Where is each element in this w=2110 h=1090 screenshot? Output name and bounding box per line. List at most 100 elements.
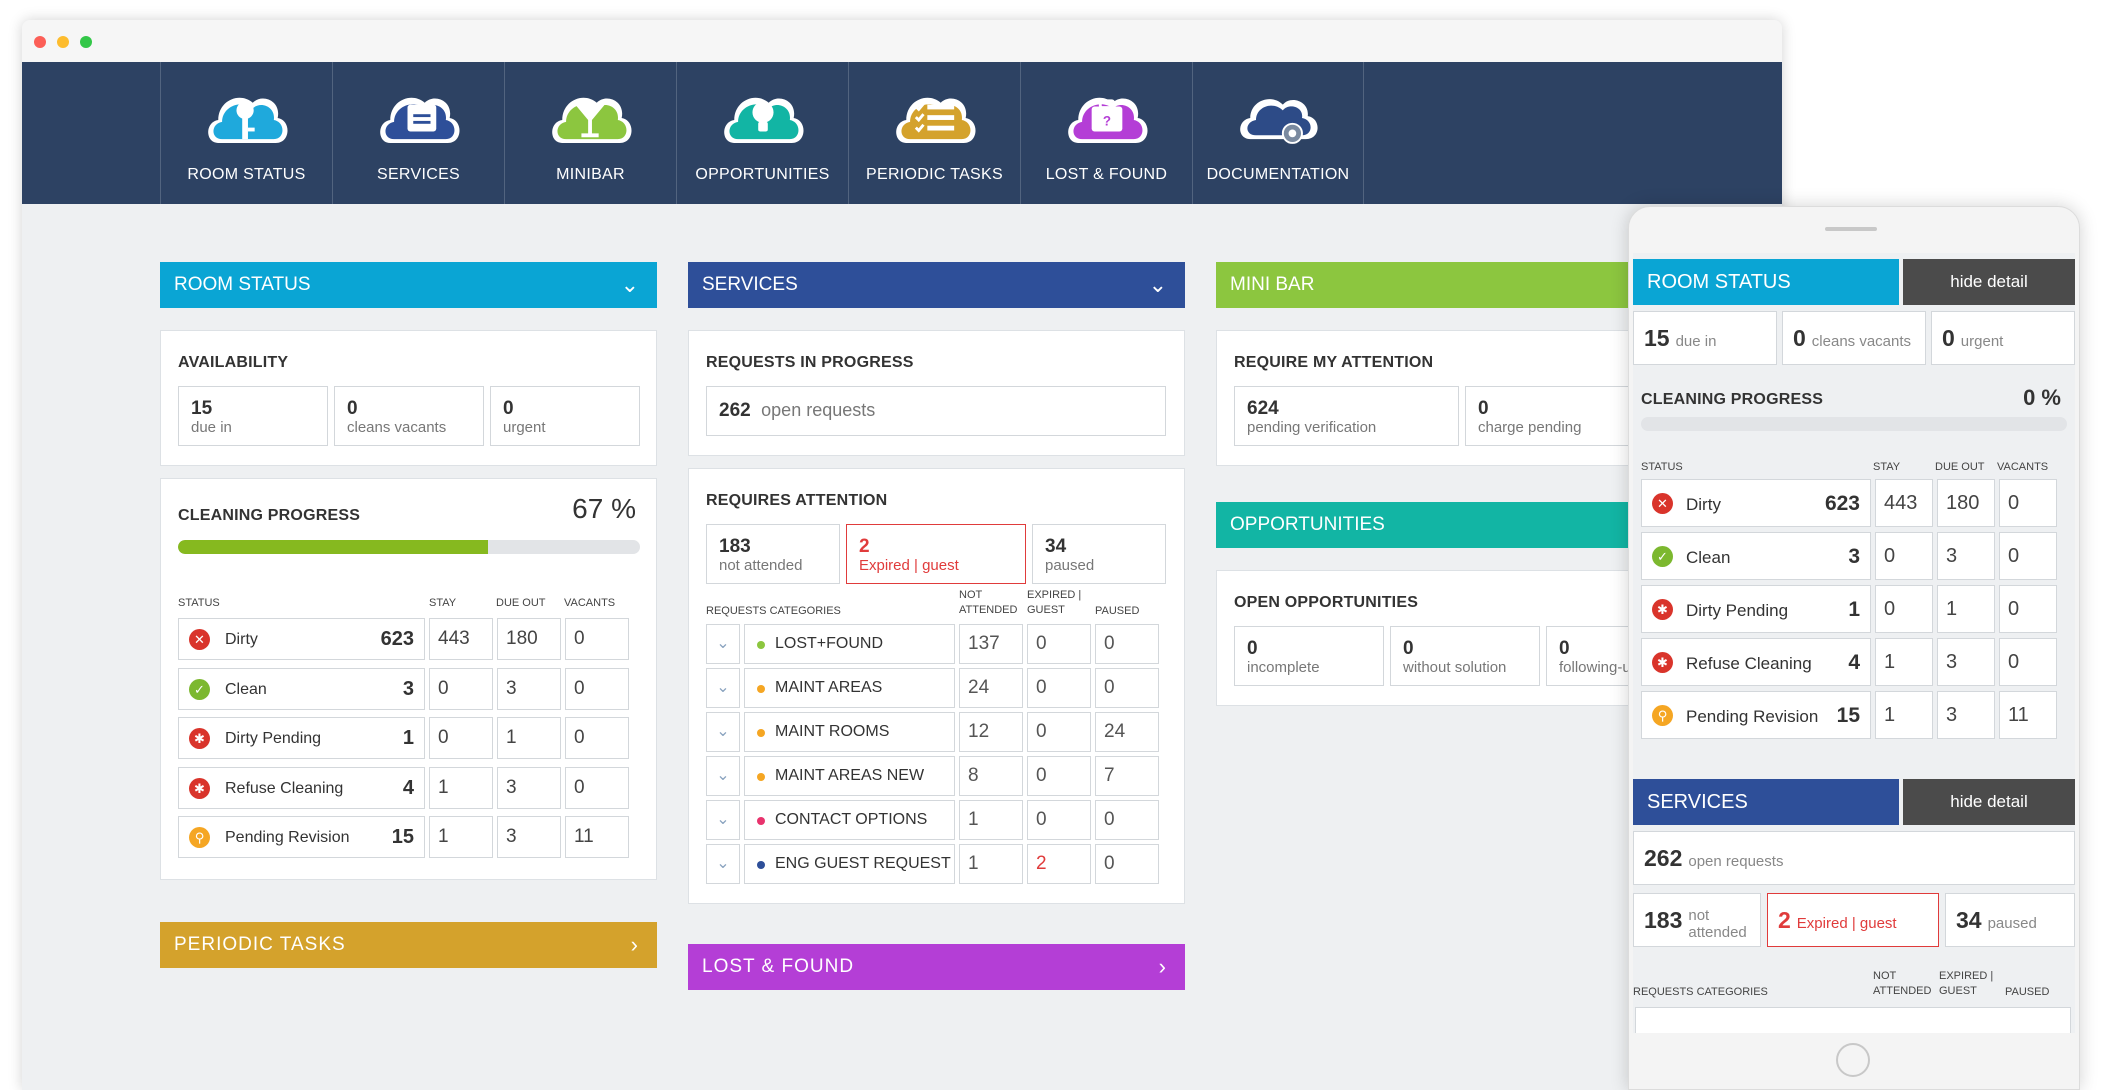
lost-found-header[interactable]: LOST & FOUND ›	[688, 944, 1185, 990]
mobile-stay-cell[interactable]: 0	[1875, 532, 1933, 580]
not-attended-cell[interactable]: 1	[959, 844, 1023, 884]
expired-cell[interactable]: 0	[1027, 668, 1091, 708]
expired-guest-stat[interactable]: 2 Expired | guest	[846, 524, 1026, 584]
close-window-button[interactable]	[34, 36, 46, 48]
minimize-window-button[interactable]	[57, 36, 69, 48]
vacants-cell[interactable]: 0	[565, 766, 629, 809]
paused-cell[interactable]: 0	[1095, 668, 1159, 708]
mobile-expired-guest-stat[interactable]: 2 Expired | guest	[1767, 893, 1939, 947]
mobile-due-out-cell[interactable]: 3	[1937, 638, 1995, 686]
stay-cell[interactable]: 0	[429, 717, 493, 759]
paused-cell[interactable]: 7	[1095, 756, 1159, 796]
stay-cell[interactable]: 0	[429, 667, 493, 710]
vacants-cell[interactable]: 0	[565, 667, 629, 710]
status-row-clean[interactable]: ✓ Clean 3	[178, 667, 425, 710]
chevron-right-icon[interactable]: ›	[1158, 954, 1167, 979]
expand-row-button[interactable]: ⌄	[706, 712, 740, 752]
paused-cell[interactable]: 0	[1095, 800, 1159, 840]
mobile-paused-stat[interactable]: 34 paused	[1945, 893, 2075, 947]
mobile-stay-cell[interactable]: 1	[1875, 691, 1933, 739]
not-attended-cell[interactable]: 12	[959, 712, 1023, 752]
expand-row-button[interactable]: ⌄	[706, 756, 740, 796]
home-button[interactable]	[1836, 1043, 1870, 1077]
category-maint-areas-new[interactable]: MAINT AREAS NEW	[744, 756, 955, 796]
services-header[interactable]: SERVICES ⌄	[688, 262, 1185, 308]
paused-cell[interactable]: 0	[1095, 844, 1159, 884]
expired-cell[interactable]: 0	[1027, 624, 1091, 664]
mobile-vacants-cell[interactable]: 0	[1999, 532, 2057, 580]
mobile-status-row-dirty[interactable]: ✕ Dirty 623	[1641, 479, 1871, 527]
mobile-vacants-cell[interactable]: 11	[1999, 691, 2057, 739]
paused-stat[interactable]: 34 paused	[1032, 524, 1166, 584]
expand-row-button[interactable]: ⌄	[706, 668, 740, 708]
room-status-header[interactable]: ROOM STATUS ⌄	[160, 262, 657, 308]
expand-row-button[interactable]: ⌄	[706, 844, 740, 884]
room-status-hide-detail-button[interactable]: hide detail	[1903, 259, 2075, 305]
vacants-cell[interactable]: 11	[565, 816, 629, 858]
nav-item-documentation[interactable]: DOCUMENTATION	[1192, 62, 1364, 204]
expand-row-button[interactable]: ⌄	[706, 624, 740, 664]
paused-cell[interactable]: 24	[1095, 712, 1159, 752]
mobile-vacants-cell[interactable]: 0	[1999, 479, 2057, 527]
expired-cell[interactable]: 0	[1027, 712, 1091, 752]
category-maint-areas[interactable]: MAINT AREAS	[744, 668, 955, 708]
without-solution-stat[interactable]: 0 without solution	[1390, 626, 1540, 686]
vacants-cell[interactable]: 0	[565, 717, 629, 759]
mobile-vacants-cell[interactable]: 0	[1999, 638, 2057, 686]
mobile-services-header[interactable]: SERVICES	[1633, 779, 1899, 825]
category-contact-options[interactable]: CONTACT OPTIONS	[744, 800, 955, 840]
mobile-status-row-refuse-cleaning[interactable]: ✱ Refuse Cleaning 4	[1641, 638, 1871, 686]
nav-item-periodic-tasks[interactable]: PERIODIC TASKS	[848, 62, 1020, 204]
expired-cell[interactable]: 0	[1027, 756, 1091, 796]
mobile-room-status-header[interactable]: ROOM STATUS	[1633, 259, 1899, 305]
mobile-due-out-cell[interactable]: 3	[1937, 691, 1995, 739]
mobile-stay-cell[interactable]: 443	[1875, 479, 1933, 527]
mobile-stay-cell[interactable]: 1	[1875, 638, 1933, 686]
expired-cell[interactable]: 0	[1027, 800, 1091, 840]
not-attended-cell[interactable]: 8	[959, 756, 1023, 796]
stay-cell[interactable]: 1	[429, 766, 493, 809]
maximize-window-button[interactable]	[80, 36, 92, 48]
expand-row-button[interactable]: ⌄	[706, 800, 740, 840]
mobile-stay-cell[interactable]: 0	[1875, 585, 1933, 633]
nav-item-minibar[interactable]: MINIBAR	[504, 62, 676, 204]
chevron-down-icon[interactable]: ⌄	[1148, 272, 1167, 297]
nav-item-room-status[interactable]: ROOM STATUS	[160, 62, 332, 204]
pending-verification-stat[interactable]: 624 pending verification	[1234, 386, 1459, 446]
due-out-cell[interactable]: 3	[497, 766, 561, 809]
not-attended-cell[interactable]: 137	[959, 624, 1023, 664]
category-eng-guest-request[interactable]: ENG GUEST REQUEST	[744, 844, 955, 884]
mobile-due-out-cell[interactable]: 180	[1937, 479, 1995, 527]
status-row-pending-revision[interactable]: ⚲ Pending Revision 15	[178, 816, 425, 858]
mobile-status-row-pending-revision[interactable]: ⚲ Pending Revision 15	[1641, 691, 1871, 739]
nav-item-lost-found[interactable]: ? LOST & FOUND	[1020, 62, 1192, 204]
category-maint-rooms[interactable]: MAINT ROOMS	[744, 712, 955, 752]
chevron-down-icon[interactable]: ⌄	[620, 272, 639, 297]
status-row-dirty-pending[interactable]: ✱ Dirty Pending 1	[178, 717, 425, 759]
expired-cell[interactable]: 2	[1027, 844, 1091, 884]
vacants-cell[interactable]: 0	[565, 618, 629, 660]
mobile-status-row-clean[interactable]: ✓ Clean 3	[1641, 532, 1871, 580]
mobile-due-out-cell[interactable]: 1	[1937, 585, 1995, 633]
periodic-tasks-header[interactable]: PERIODIC TASKS ›	[160, 922, 657, 968]
nav-item-opportunities[interactable]: OPPORTUNITIES	[676, 62, 848, 204]
due-out-cell[interactable]: 1	[497, 717, 561, 759]
paused-cell[interactable]: 0	[1095, 624, 1159, 664]
status-row-dirty[interactable]: ✕ Dirty 623	[178, 618, 425, 660]
nav-item-services[interactable]: SERVICES	[332, 62, 504, 204]
mobile-vacants-cell[interactable]: 0	[1999, 585, 2057, 633]
mobile-not-attended-stat[interactable]: 183 not attended	[1633, 893, 1761, 947]
due-out-cell[interactable]: 3	[497, 816, 561, 858]
mobile-open-requests-stat[interactable]: 262 open requests	[1633, 831, 2075, 885]
not-attended-cell[interactable]: 1	[959, 800, 1023, 840]
chevron-right-icon[interactable]: ›	[630, 932, 639, 957]
status-row-refuse-cleaning[interactable]: ✱ Refuse Cleaning 4	[178, 766, 425, 809]
category-lost-found[interactable]: LOST+FOUND	[744, 624, 955, 664]
mobile-due-out-cell[interactable]: 3	[1937, 532, 1995, 580]
open-requests-stat[interactable]: 262 open requests	[706, 386, 1166, 436]
not-attended-cell[interactable]: 24	[959, 668, 1023, 708]
mobile-status-row-dirty-pending[interactable]: ✱ Dirty Pending 1	[1641, 585, 1871, 633]
services-hide-detail-button[interactable]: hide detail	[1903, 779, 2075, 825]
stay-cell[interactable]: 1	[429, 816, 493, 858]
due-out-cell[interactable]: 3	[497, 667, 561, 710]
